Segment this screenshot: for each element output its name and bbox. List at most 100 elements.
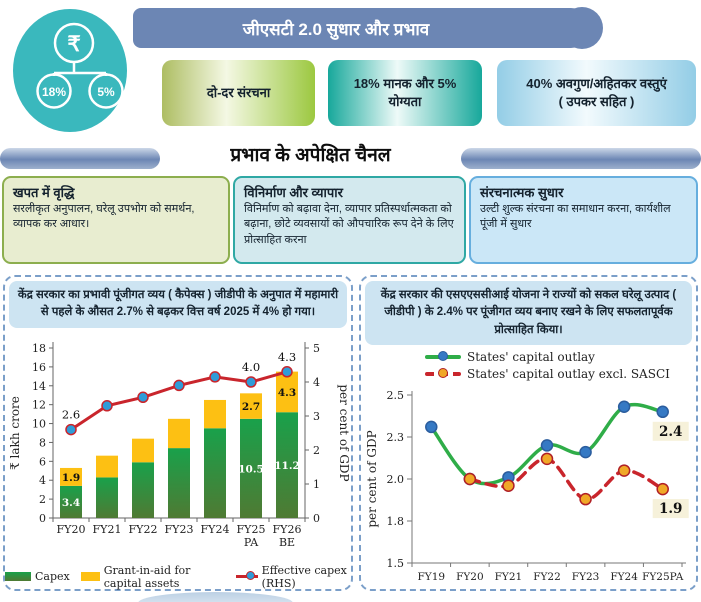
svg-text:4: 4: [313, 376, 320, 389]
svg-text:1.9: 1.9: [659, 501, 683, 517]
svg-text:6: 6: [39, 455, 46, 468]
svg-text:per cent of GDP: per cent of GDP: [337, 384, 349, 481]
svg-text:12: 12: [32, 398, 46, 411]
legend-label: Effective capex (RHS): [261, 563, 347, 590]
svg-text:3: 3: [313, 410, 320, 423]
marker-dot-icon: [438, 368, 448, 379]
svg-text:2.5: 2.5: [387, 389, 405, 402]
svg-text:PA: PA: [244, 536, 259, 549]
svg-text:FY20: FY20: [57, 523, 86, 536]
channel-box-body: उल्टी शुल्क संरचना का समाधान करना, कार्य…: [480, 203, 671, 231]
channel-box-title: संरचनात्मक सुधार: [480, 185, 564, 200]
right-chart-legend: States' capital outlay States' capital o…: [425, 349, 696, 383]
svg-text:2.3: 2.3: [387, 431, 405, 444]
rate-box-two-rate-structure: दो-दर संरचना: [162, 60, 315, 126]
svg-text:14: 14: [32, 379, 46, 392]
grant-swatch: [80, 572, 100, 581]
svg-text:FY19: FY19: [417, 571, 445, 583]
legend-item-capex: Capex: [5, 570, 70, 583]
svg-text:FY23: FY23: [572, 571, 600, 583]
svg-text:₹ lakh crore: ₹ lakh crore: [8, 396, 22, 470]
left-chart-panel: केंद्र सरकार का प्रभावी पूंजीगत व्यय ( क…: [3, 275, 353, 591]
rate-box-standard-merit: 18% मानक और 5% योग्यता: [328, 60, 482, 126]
svg-text:2: 2: [39, 493, 46, 506]
legend-item-grant: Grant-in-aid for capital assets: [80, 563, 225, 590]
svg-text:FY25: FY25: [237, 523, 266, 536]
legend-label: Grant-in-aid for capital assets: [103, 563, 191, 590]
marker-dot-icon: [245, 571, 255, 580]
gst-rates-diagram: ₹ 18% 5%: [36, 22, 124, 109]
channel-box-title: खपत में वृद्धि: [13, 185, 75, 200]
svg-text:FY21: FY21: [93, 523, 122, 536]
svg-text:4.3: 4.3: [278, 386, 296, 398]
svg-text:5: 5: [313, 342, 320, 355]
channel-box-body: सरलीकृत अनुपालन, घरेलू उपभोग को समर्थन, …: [13, 203, 195, 231]
states-outlay-swatch: [425, 351, 461, 362]
rate-5-label: 5%: [97, 85, 115, 99]
section-heading-channels: प्रभाव के अपेक्षित चैनल: [230, 145, 391, 166]
legend-item-states-outlay: States' capital outlay: [425, 349, 696, 366]
rate-18-label: 18%: [42, 85, 66, 99]
states-outlay-excl-swatch: [425, 368, 461, 379]
svg-text:FY20: FY20: [456, 571, 484, 583]
svg-text:2.6: 2.6: [62, 407, 80, 421]
svg-text:1: 1: [313, 478, 320, 491]
legend-label: Capex: [35, 570, 70, 583]
marker-dot-icon: [438, 351, 448, 362]
left-chart-legend: Capex Grant-in-aid for capital assets Ef…: [5, 564, 351, 590]
svg-text:0: 0: [313, 512, 320, 525]
heading-bar-right: [461, 148, 701, 169]
rate-5-bubble: [88, 73, 124, 109]
states-capital-outlay-line-chart: 2.5 2.3 2.0 1.8 1.5 FY19 FY20 FY21 FY22 FY23 FY24 F…: [365, 389, 689, 583]
svg-text:10.5: 10.5: [238, 463, 264, 475]
rate-box-sublabel: ( उपकर सहित ): [558, 94, 635, 109]
svg-text:FY26: FY26: [273, 523, 302, 536]
rate-box-demerit-goods: 40% अवगुण/अहितकर वस्तुएं ( उपकर सहित ): [497, 60, 696, 126]
svg-text:FY24: FY24: [610, 571, 638, 583]
svg-text:4.0: 4.0: [242, 360, 260, 374]
svg-text:FY22: FY22: [129, 523, 158, 536]
svg-text:2: 2: [313, 444, 320, 457]
branch-connector: [52, 62, 108, 76]
svg-text:per cent of GDP: per cent of GDP: [365, 430, 379, 527]
svg-text:FY23: FY23: [165, 523, 194, 536]
heading-bar-left: [0, 148, 160, 169]
channel-box-body: विनिर्माण को बढ़ावा देना, व्यापार प्रतिस…: [244, 203, 454, 246]
svg-text:FY24: FY24: [201, 523, 230, 536]
svg-text:FY21: FY21: [495, 571, 523, 583]
rate-box-label: दो-दर संरचना: [206, 85, 271, 101]
svg-text:FY22: FY22: [533, 571, 561, 583]
svg-text:FY25PA: FY25PA: [642, 571, 684, 583]
page-title: जीएसटी 2.0 सुधार और प्रभाव: [242, 19, 430, 39]
legend-label: States' capital outlay excl. SASCI: [467, 367, 670, 382]
legend-item-states-outlay-excl-sasci: States' capital outlay excl. SASCI: [425, 366, 696, 383]
svg-text:2.4: 2.4: [659, 424, 683, 440]
svg-text:1.5: 1.5: [387, 557, 405, 570]
legend-label: States' capital outlay: [467, 350, 595, 365]
left-chart-title: केंद्र सरकार का प्रभावी पूंजीगत व्यय ( क…: [9, 281, 347, 328]
rupee-symbol: ₹: [67, 33, 80, 56]
svg-text:4.3: 4.3: [278, 349, 296, 363]
right-chart-panel: केंद्र सरकार की एसएएससीआई योजना ने राज्य…: [359, 275, 698, 591]
svg-text:10: 10: [32, 417, 46, 430]
rate-box-label: 18% मानक और 5% योग्यता: [353, 76, 457, 109]
svg-text:2.7: 2.7: [242, 401, 260, 413]
svg-text:4: 4: [39, 474, 46, 487]
channel-box-structural: संरचनात्मक सुधार उल्टी शुल्क संरचना का स…: [469, 176, 698, 264]
svg-text:2.0: 2.0: [387, 473, 405, 486]
svg-text:16: 16: [32, 360, 46, 373]
capex-swatch: [5, 572, 31, 581]
svg-text:1.8: 1.8: [387, 515, 405, 528]
channel-box-consumption: खपत में वृद्धि सरलीकृत अनुपालन, घरेलू उप…: [2, 176, 230, 264]
svg-text:3.4: 3.4: [62, 496, 80, 508]
svg-text:0: 0: [39, 512, 46, 525]
right-chart-title: केंद्र सरकार की एसएएससीआई योजना ने राज्य…: [365, 281, 692, 345]
svg-text:11.2: 11.2: [274, 460, 300, 472]
svg-text:1.9: 1.9: [62, 471, 80, 483]
rate-box-label: 40% अवगुण/अहितकर वस्तुएं: [526, 76, 667, 92]
svg-text:BE: BE: [279, 536, 295, 549]
gst-rates-icon: ₹ 18% 5%: [13, 9, 127, 132]
main-title-banner: जीएसटी 2.0 सुधार और प्रभाव: [133, 7, 603, 49]
